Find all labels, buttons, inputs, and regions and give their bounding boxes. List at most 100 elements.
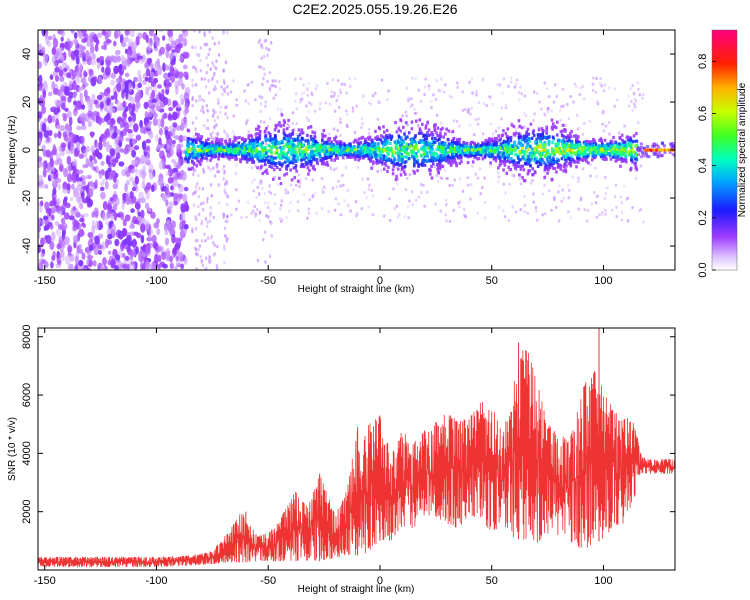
spectrogram-band-cell (541, 148, 545, 152)
spectrogram-noise-cell (263, 39, 267, 43)
spectrogram-noise-cell (193, 30, 196, 33)
spectrogram-faint-cell (534, 209, 538, 213)
spectrogram-noise-cell (203, 77, 207, 81)
spectrogram-band-cell (360, 136, 363, 140)
spectrogram-band-cell (575, 140, 578, 144)
spectrogram-band-cell (475, 152, 479, 156)
spectrogram-faint-cell (268, 117, 272, 121)
spectrogram-noise-cell (209, 183, 213, 187)
spectrogram-band-cell (199, 162, 202, 166)
spectrogram-band-cell (521, 146, 524, 150)
spectrogram-band-cell (187, 160, 190, 164)
spectrogram-noise-cell (64, 41, 68, 50)
spectrogram-band-cell (602, 157, 606, 161)
spectrogram-band-cell (497, 166, 500, 170)
spectrogram-faint-cell (631, 108, 634, 113)
spectrogram-faint-cell (468, 123, 472, 127)
spectrogram-noise-cell (175, 255, 179, 262)
spectrogram-band-cell (283, 133, 287, 137)
spectrogram-faint-cell (634, 99, 638, 103)
spectrogram-faint-cell (502, 182, 506, 186)
spectrogram-faint-cell (224, 192, 228, 196)
spectrogram-band-cell (460, 152, 464, 156)
spectrogram-noise-cell (127, 95, 133, 101)
spectrogram-noise-cell (99, 265, 106, 270)
spectrogram-band-cell (353, 150, 357, 155)
spectrogram-faint-cell (223, 188, 227, 192)
spectrogram-faint-cell (620, 201, 624, 205)
spectrogram-faint-cell (408, 172, 412, 177)
spectrogram-faint-cell (261, 186, 264, 191)
spectrogram-band-cell (423, 154, 427, 158)
spectrogram-band-cell (453, 152, 457, 156)
spectrogram-noise-cell (53, 132, 58, 139)
spectrogram-band-cell (477, 144, 481, 148)
spectrogram-band-cell (547, 143, 551, 147)
spectrogram-noise-cell (267, 48, 271, 52)
spectrogram-band-cell (349, 155, 353, 159)
spectrogram-faint-cell (462, 207, 466, 212)
spectrogram-faint-cell (439, 176, 443, 180)
spectrogram-faint-cell (586, 208, 590, 212)
spectrogram-band-cell (295, 152, 298, 156)
spectrogram-faint-cell (439, 209, 442, 213)
spectrogram-band-cell (518, 142, 522, 146)
spectrogram-band-cell (278, 160, 281, 165)
spectrogram-noise-cell (50, 150, 56, 156)
spectrogram-noise-cell (212, 111, 216, 115)
spectrogram-band-cell (577, 156, 580, 160)
spectrogram-noise-cell (98, 116, 103, 126)
spectrogram-faint-cell (572, 100, 575, 104)
spectrogram-noise-cell (72, 234, 79, 244)
spectrogram-noise-cell (41, 259, 47, 264)
spectrogram-band-cell (507, 147, 510, 151)
spectrogram-faint-cell (217, 201, 221, 205)
spectrogram-band-cell (201, 144, 205, 148)
spectrogram-noise-cell (264, 230, 267, 234)
spectrogram-band-cell (201, 147, 204, 151)
spectrogram-band-cell (382, 143, 386, 147)
spectrogram-band-cell (293, 144, 296, 149)
spectrogram-noise-cell (262, 67, 266, 71)
spectrogram-noise-cell (92, 33, 98, 43)
spectrogram-band-cell (249, 152, 253, 156)
spectrogram-band-cell (289, 139, 293, 144)
spectrogram-noise-cell (209, 211, 213, 216)
spectrogram-band-cell (494, 140, 498, 144)
spectrogram-faint-cell (221, 92, 224, 96)
spectrogram-faint-cell (307, 110, 310, 114)
spectrogram-noise-cell (201, 187, 205, 191)
spectrogram-noise-cell (260, 95, 263, 100)
spectrogram-band-cell (599, 137, 603, 141)
spectrogram-noise-cell (114, 254, 121, 261)
spectrogram-faint-cell (498, 83, 502, 87)
spectrogram-faint-cell (346, 188, 350, 192)
spectrogram-noise-cell (216, 115, 220, 120)
spectrogram-faint-cell (309, 103, 313, 107)
spectrogram-noise-cell (52, 187, 57, 196)
spectrogram-band-cell (275, 148, 279, 152)
spectrogram-faint-cell (341, 173, 344, 177)
spectrogram-noise-cell (257, 191, 261, 196)
spectrogram-noise-cell (46, 162, 53, 171)
spectrogram-noise-cell (157, 84, 162, 89)
spectrogram-faint-cell (405, 86, 409, 90)
spectrogram-faint-cell (289, 183, 293, 187)
spectrogram-band-cell (309, 162, 313, 166)
spectrogram-band-cell (574, 160, 578, 164)
spectrogram-faint-cell (541, 213, 544, 217)
spectrogram-noise-cell (206, 236, 210, 240)
spectrogram-band-cell (604, 149, 607, 153)
spectrogram-noise-cell (109, 148, 116, 157)
spectrogram-noise-cell (217, 98, 220, 102)
spectrogram-faint-cell (608, 132, 611, 136)
spectrogram-noise-cell (209, 67, 212, 71)
spectrogram-band-cell (475, 148, 479, 152)
spectrogram-faint-cell (436, 179, 440, 184)
spectrogram-noise-cell (71, 160, 78, 167)
spectrogram-noise-cell (132, 123, 139, 133)
spectrogram-band-cell (237, 152, 241, 156)
spectrogram-band-cell (393, 156, 396, 160)
spectrogram-noise-cell (194, 251, 198, 256)
spectrogram-faint-cell (291, 121, 295, 126)
